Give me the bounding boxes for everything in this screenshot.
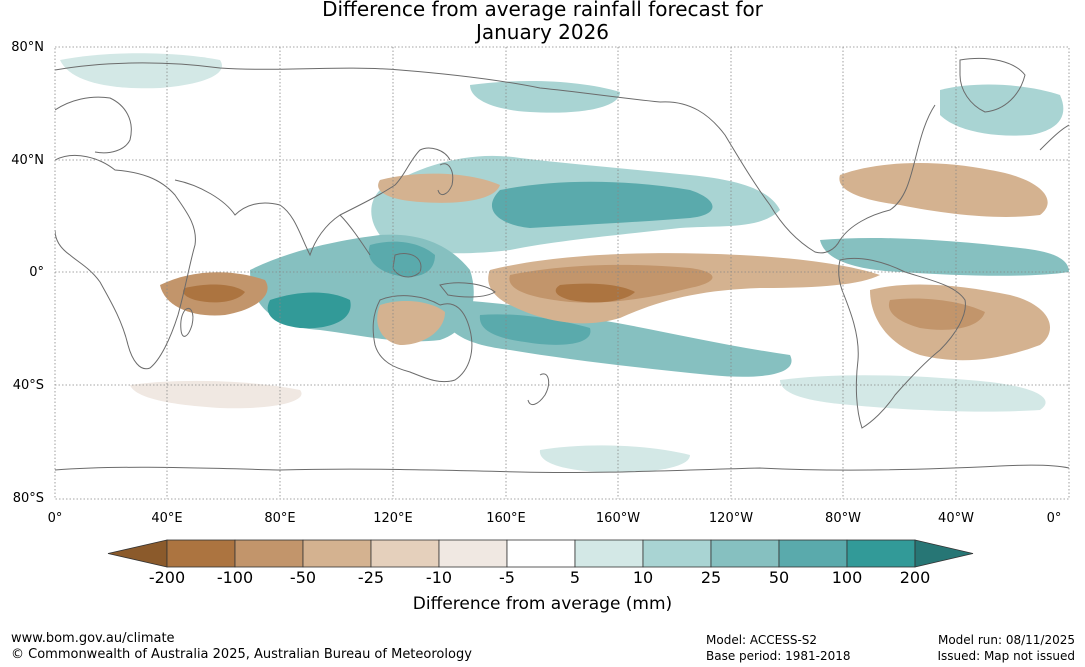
colorbar-segment — [574, 539, 644, 568]
dry-region-north-atlantic — [839, 163, 1048, 217]
chart-title-line-1: Difference from average rainfall forecas… — [322, 0, 763, 21]
colorbar-segment — [166, 539, 236, 568]
wet-region-southern-ocean — [780, 375, 1046, 412]
dry-region-west-indian-ocean-core — [183, 284, 245, 303]
dry-region-australia — [377, 300, 445, 345]
lon-label-40w: 40°W — [938, 511, 974, 526]
footer-base-period: Base period: 1981-2018 — [706, 649, 851, 663]
map-frame — [54, 46, 1070, 500]
colorbar-segment — [438, 539, 508, 568]
colorbar-extend-low — [107, 539, 168, 568]
wet-region-siberia — [60, 53, 222, 89]
lon-label-80e: 80°E — [264, 511, 296, 526]
colorbar-title: Difference from average (mm) — [412, 594, 673, 614]
coast-north-america — [659, 101, 936, 254]
coast-greenland — [959, 57, 1026, 113]
colorbar — [107, 539, 974, 568]
dry-region-equatorial-pacific-peak — [555, 283, 635, 303]
wet-region-north-pacific-core — [491, 181, 713, 228]
lon-label-120w: 120°W — [708, 511, 754, 526]
colorbar-segment — [370, 539, 440, 568]
lon-label-0-left: 0° — [47, 511, 63, 526]
lat-label-equator: 0° — [29, 265, 44, 280]
wet-region-indonesia-core — [368, 241, 435, 277]
colorbar-tick-label: -100 — [216, 568, 254, 587]
colorbar-segment — [234, 539, 304, 568]
colorbar-tick-label: -50 — [289, 568, 317, 587]
coast-antarctica — [55, 464, 1069, 474]
footer-model-run: Model run: 08/11/2025 — [937, 633, 1075, 647]
colorbar-segment — [846, 539, 916, 568]
coast-southeast-asia — [339, 147, 451, 216]
dry-region-southern-indian-ocean — [130, 380, 302, 409]
graticule — [54, 46, 1070, 500]
colorbar-extend-high — [914, 539, 974, 568]
lon-label-80w: 80°W — [825, 511, 861, 526]
colorbar-segment — [302, 539, 372, 568]
coast-new-zealand — [527, 373, 550, 406]
coast-australia — [372, 295, 473, 383]
wet-region-tropical-atlantic — [820, 237, 1069, 276]
footer-model: Model: ACCESS-S2 — [706, 633, 818, 647]
lon-label-160w: 160°W — [595, 511, 641, 526]
wet-region-south-pacific-high-lat — [539, 445, 690, 473]
colorbar-tick-label: -25 — [357, 568, 385, 587]
colorbar-segment — [642, 539, 712, 568]
coast-madagascar — [180, 307, 194, 337]
colorbar-tick-label: -5 — [499, 568, 515, 587]
wet-region-north-pacific-high — [470, 80, 620, 113]
coast-eurasia-north — [55, 62, 661, 103]
colorbar-segment — [506, 539, 576, 568]
lon-label-160e: 160°E — [486, 511, 526, 526]
chart-title-line-2: January 2026 — [475, 20, 610, 44]
footer-website: www.bom.gov.au/climate — [11, 631, 175, 646]
lat-label-80n: 80°N — [11, 40, 44, 55]
wet-region-south-pacific-core — [479, 314, 591, 345]
footer-copyright: © Commonwealth of Australia 2025, Austra… — [11, 647, 472, 662]
coast-new-guinea — [439, 282, 496, 298]
colorbar-tick-label: 200 — [899, 568, 931, 587]
coast-japan — [437, 163, 454, 196]
wet-region-north-america-arctic — [940, 84, 1064, 136]
coastlines — [55, 57, 1069, 474]
colorbar-tick-label: 50 — [768, 568, 790, 587]
colorbar-tick-label: 10 — [632, 568, 654, 587]
lon-label-0-right: 0° — [1046, 511, 1062, 526]
wet-region-indian-ocean-core — [267, 292, 351, 329]
coast-europe — [55, 96, 1069, 154]
colorbar-tick-label: -200 — [148, 568, 186, 587]
dry-region-northwest-pacific — [378, 173, 500, 203]
lon-label-120e: 120°E — [373, 511, 413, 526]
lon-label-40e: 40°E — [151, 511, 183, 526]
footer-issued: Issued: Map not issued — [937, 649, 1075, 663]
coast-arabia-india — [174, 179, 371, 257]
lat-label-40n: 40°N — [11, 153, 44, 168]
colorbar-tick-label: -10 — [425, 568, 453, 587]
anomaly-shading — [60, 53, 1069, 473]
colorbar-segment — [778, 539, 848, 568]
colorbar-tick-label: 100 — [831, 568, 863, 587]
colorbar-tick-label: 25 — [700, 568, 722, 587]
colorbar-segment — [710, 539, 780, 568]
coast-africa — [55, 154, 196, 370]
lat-label-40s: 40°S — [12, 378, 44, 393]
coast-south-america — [838, 257, 966, 429]
colorbar-tick-label: 5 — [569, 568, 581, 587]
lat-label-80s: 80°S — [12, 491, 44, 506]
